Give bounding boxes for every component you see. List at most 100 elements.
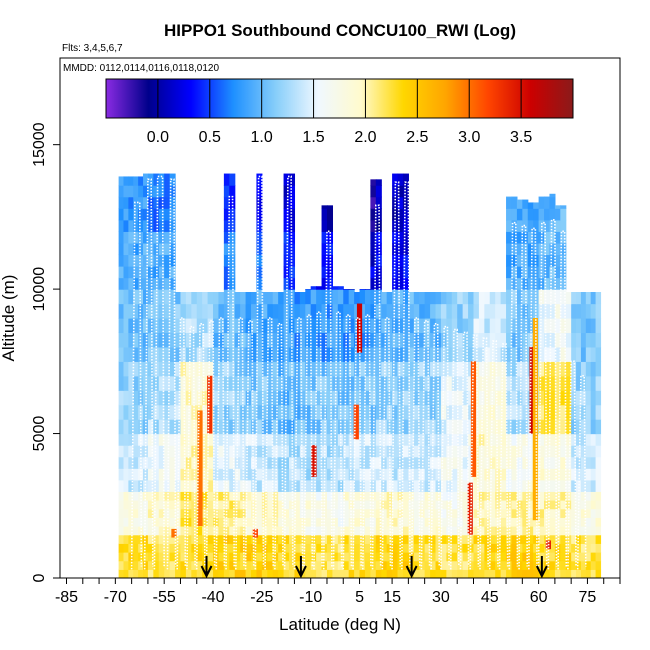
field-cell: [123, 491, 129, 501]
field-cell: [549, 318, 556, 334]
field-cell: [544, 433, 551, 446]
field-cell: [256, 375, 263, 391]
field-cell: [549, 196, 556, 209]
field-cell: [343, 508, 350, 518]
field-cell: [500, 332, 507, 348]
field-cell: [138, 254, 144, 267]
field-cell: [375, 361, 382, 377]
field-cell: [294, 468, 301, 481]
field-cell: [267, 292, 274, 305]
field-cell: [571, 332, 577, 348]
field-cell: [213, 491, 220, 501]
field-cell: [294, 404, 301, 420]
field-cell: [440, 456, 447, 469]
field-cell: [484, 318, 491, 334]
field-cell: [169, 254, 176, 267]
field-cell: [164, 390, 171, 406]
field-cell: [128, 277, 134, 290]
field-cell: [261, 468, 268, 481]
field-cell: [261, 479, 268, 492]
field-cell: [207, 552, 214, 562]
field-cell: [484, 552, 491, 562]
colorbar-tick-label: 1.0: [251, 129, 273, 146]
field-cell: [118, 219, 125, 232]
field-cell: [446, 433, 453, 446]
field-cell: [506, 361, 513, 377]
field-cell: [175, 433, 182, 446]
field-cell: [462, 332, 469, 348]
field-cell: [326, 289, 334, 305]
field-cell: [164, 318, 171, 334]
field-cell: [402, 254, 409, 267]
field-cell: [446, 390, 453, 406]
field-cell: [549, 361, 556, 377]
field-cell: [506, 468, 513, 481]
field-cell: [402, 456, 409, 469]
field-cell: [272, 303, 279, 319]
field-cell: [560, 318, 567, 334]
field-cell: [571, 361, 577, 377]
field-cell: [506, 231, 513, 244]
field-cell: [440, 433, 447, 446]
field-cell: [283, 517, 290, 527]
field-cell: [549, 508, 556, 518]
field-cell: [143, 254, 149, 267]
field-cell: [229, 445, 236, 458]
field-cell: [571, 479, 577, 492]
field-cell: [245, 508, 252, 518]
field-cell: [430, 517, 437, 527]
field-cell: [489, 318, 496, 334]
field-cell: [549, 219, 556, 232]
field-cell: [128, 231, 134, 244]
field-cell: [207, 508, 214, 518]
field-cell: [326, 468, 334, 481]
field-cell: [118, 303, 125, 319]
field-cell: [489, 508, 496, 518]
field-cell: [332, 289, 339, 305]
field-cell: [354, 292, 361, 305]
field-cell: [424, 361, 431, 377]
field-cell: [267, 332, 274, 348]
field-cell: [590, 468, 597, 481]
field-cell: [585, 479, 592, 492]
field-cell: [229, 500, 236, 510]
field-cell: [392, 500, 399, 510]
field-cell: [538, 468, 545, 481]
field-cell: [245, 292, 252, 305]
field-cell: [123, 508, 129, 518]
field-cell: [413, 404, 420, 420]
field-cell: [370, 318, 377, 334]
field-cell: [213, 456, 220, 469]
field-cell: [326, 361, 334, 377]
field-cell: [522, 534, 529, 544]
field-cell: [516, 208, 523, 221]
field-cell: [457, 517, 464, 527]
field-cell: [457, 456, 464, 469]
field-cell: [364, 552, 371, 562]
field-cell: [207, 346, 214, 362]
hotspot-cell: [171, 528, 177, 538]
field-cell: [218, 468, 225, 481]
field-cell: [321, 205, 328, 209]
field-cell: [207, 569, 214, 578]
field-cell: [169, 419, 176, 435]
field-cell: [234, 346, 241, 362]
field-cell: [402, 318, 409, 334]
field-cell: [321, 208, 328, 221]
field-cell: [218, 543, 225, 553]
field-cell: [343, 479, 350, 492]
field-cell: [229, 468, 236, 481]
field-cell: [359, 500, 366, 510]
field-cell: [283, 569, 290, 578]
field-cell: [402, 404, 409, 420]
field-cell: [207, 500, 214, 510]
field-cell: [560, 445, 567, 458]
field-cell: [305, 419, 312, 435]
field-cell: [191, 560, 198, 570]
field-cell: [326, 543, 334, 553]
field-cell: [234, 468, 241, 481]
field-cell: [348, 468, 355, 481]
field-cell: [185, 552, 192, 562]
field-cell: [118, 569, 125, 578]
field-cell: [462, 292, 469, 305]
